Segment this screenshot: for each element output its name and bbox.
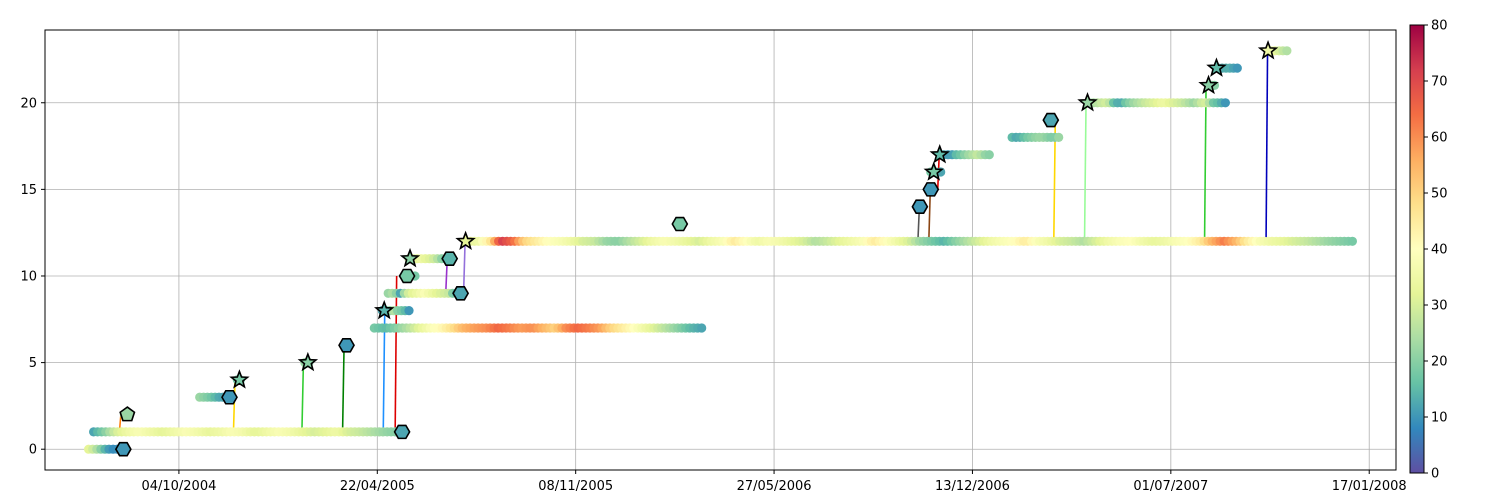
link-line (232, 379, 236, 432)
x-tick-label: 04/10/2004 (141, 479, 216, 494)
colorbar-tick-label: 0 (1431, 467, 1439, 482)
link-line (1203, 85, 1207, 242)
event-markers (114, 40, 1279, 457)
star-marker (1077, 92, 1098, 112)
plot-area-frame (44, 29, 1397, 471)
hexagon-marker (1042, 112, 1060, 128)
track-point (1232, 63, 1242, 73)
x-tick-label: 13/12/2006 (935, 479, 1010, 494)
hexagon-marker (452, 286, 470, 301)
track-point (1220, 98, 1230, 108)
star-marker (1206, 57, 1227, 77)
hexagon-marker (338, 337, 355, 353)
y-tick-label: 15 (20, 183, 37, 198)
track-point (1347, 236, 1357, 246)
star-marker (1198, 74, 1219, 95)
star-marker (373, 299, 395, 320)
colorbar-tick-label: 30 (1431, 299, 1448, 314)
track-point (1054, 132, 1064, 142)
star-marker (923, 161, 944, 181)
star-marker (297, 351, 319, 372)
scatter-points (84, 46, 1357, 454)
x-tick-label: 27/05/2006 (737, 479, 812, 494)
colorbar-tick-label: 20 (1431, 355, 1448, 370)
link-line (1083, 102, 1087, 242)
x-axis-ticks: 04/10/2004 22/04/2005 08/11/2005 27/05/2006… (141, 470, 1407, 494)
link-line (462, 241, 466, 294)
colorbar-tick-label: 10 (1431, 411, 1448, 426)
link-line (301, 362, 305, 432)
hexagon-marker (221, 389, 238, 405)
track-point (984, 150, 994, 160)
grid-lines (45, 30, 1396, 470)
track-point (404, 306, 414, 316)
hexagon-marker (398, 268, 416, 284)
hexagon-marker (671, 216, 689, 232)
x-tick-label: 22/04/2005 (340, 479, 415, 494)
link-line (394, 275, 398, 432)
y-tick-label: 5 (29, 356, 37, 371)
colorbar-tick-label: 50 (1431, 187, 1448, 202)
colorbar-tick-label: 60 (1431, 131, 1448, 146)
y-tick-label: 20 (20, 96, 37, 111)
star-marker (229, 369, 250, 389)
link-line (341, 345, 345, 432)
pentagon-marker (119, 406, 136, 422)
x-tick-label: 17/01/2008 (1332, 479, 1407, 494)
track-point (697, 323, 707, 333)
x-tick-label: 08/11/2005 (538, 479, 613, 494)
hexagon-marker (114, 441, 132, 457)
star-marker (399, 247, 421, 268)
colorbar-tick-label: 40 (1431, 243, 1448, 258)
hexagon-marker (911, 199, 929, 214)
colorbar-ticks: 0 10 20 30 40 50 60 70 80 (1424, 19, 1448, 482)
track-point (1282, 46, 1292, 56)
link-lines (118, 50, 1269, 432)
hexagon-marker (441, 251, 459, 266)
x-tick-label: 01/07/2007 (1133, 479, 1208, 494)
y-axis-ticks: 0 5 10 15 20 (20, 96, 45, 458)
star-marker (455, 230, 476, 251)
hexagon-marker (922, 182, 940, 197)
star-marker (1257, 40, 1279, 60)
link-line (1265, 50, 1269, 242)
y-tick-label: 0 (29, 443, 37, 458)
y-tick-label: 10 (20, 269, 37, 284)
hexagon-marker (393, 424, 411, 440)
star-marker (929, 143, 950, 164)
colorbar-tick-label: 80 (1431, 19, 1448, 34)
colorbar: 0 10 20 30 40 50 60 70 80 (1409, 19, 1448, 482)
colorbar-gradient (1410, 25, 1424, 473)
colorbar-tick-label: 70 (1431, 75, 1448, 90)
link-line (928, 189, 932, 242)
